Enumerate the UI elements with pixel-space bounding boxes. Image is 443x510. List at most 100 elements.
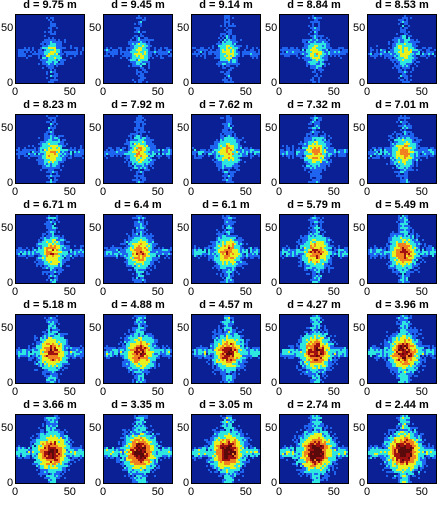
panel-title: d = 6.71 m (23, 199, 77, 211)
x-tick-label: 50 (63, 186, 76, 198)
panel-title: d = 7.62 m (199, 99, 253, 111)
y-tick-label: 50 (89, 122, 102, 135)
x-tick-label: 0 (364, 86, 371, 98)
y-tick-label: 0 (359, 377, 366, 389)
x-tick-label: 0 (12, 386, 19, 398)
x-tick-label: 0 (276, 86, 283, 98)
panel-title: d = 9.45 m (111, 0, 165, 11)
y-tick-label: 50 (265, 422, 278, 435)
x-tick-label: 50 (415, 386, 428, 398)
y-tick-label: 0 (7, 477, 14, 489)
heatmap-image (191, 14, 261, 84)
x-tick-label: 0 (188, 386, 195, 398)
panel-title: d = 5.79 m (287, 199, 341, 211)
panel-title: d = 3.35 m (111, 399, 165, 411)
y-tick-label: 0 (359, 277, 366, 289)
y-tick-label: 50 (89, 322, 102, 335)
y-tick-label: 0 (271, 477, 278, 489)
panel-title: d = 6.4 m (114, 199, 162, 211)
panel-title: d = 5.49 m (375, 199, 429, 211)
x-tick-label: 0 (188, 286, 195, 298)
heatmap-image (103, 414, 173, 484)
heatmap-image (103, 314, 173, 384)
heatmap-image (367, 214, 437, 284)
panel-title: d = 4.57 m (199, 299, 253, 311)
x-tick-label: 50 (415, 486, 428, 498)
y-tick-label: 50 (177, 122, 190, 135)
y-tick-label: 0 (183, 477, 190, 489)
x-tick-label: 50 (151, 386, 164, 398)
panel-title: d = 8.53 m (375, 0, 429, 11)
y-tick-label: 0 (183, 277, 190, 289)
heatmap-image (191, 314, 261, 384)
x-tick-label: 0 (188, 186, 195, 198)
heatmap-image (279, 14, 349, 84)
panel-title: d = 3.96 m (375, 299, 429, 311)
heatmap-image (103, 214, 173, 284)
x-tick-label: 50 (239, 186, 252, 198)
y-tick-label: 0 (7, 377, 14, 389)
y-tick-label: 0 (359, 77, 366, 89)
x-tick-label: 0 (364, 286, 371, 298)
heatmap-image (367, 414, 437, 484)
panel-title: d = 7.32 m (287, 99, 341, 111)
panel-title: d = 9.75 m (23, 0, 77, 11)
y-tick-label: 0 (95, 377, 102, 389)
y-tick-label: 50 (177, 22, 190, 35)
heatmap-image (279, 114, 349, 184)
y-tick-label: 0 (359, 477, 366, 489)
y-tick-label: 0 (7, 77, 14, 89)
y-tick-label: 50 (353, 322, 366, 335)
x-tick-label: 0 (276, 386, 283, 398)
y-tick-label: 50 (353, 422, 366, 435)
y-tick-label: 0 (183, 377, 190, 389)
panel-title: d = 2.44 m (375, 399, 429, 411)
y-tick-label: 50 (265, 122, 278, 135)
x-tick-label: 50 (239, 486, 252, 498)
y-tick-label: 50 (265, 22, 278, 35)
heatmap-image (279, 314, 349, 384)
x-tick-label: 0 (100, 86, 107, 98)
x-tick-label: 0 (100, 386, 107, 398)
x-tick-label: 50 (415, 286, 428, 298)
y-tick-label: 0 (95, 177, 102, 189)
x-tick-label: 0 (276, 286, 283, 298)
x-tick-label: 50 (151, 86, 164, 98)
x-tick-label: 50 (415, 86, 428, 98)
heatmap-image (191, 414, 261, 484)
x-tick-label: 0 (100, 186, 107, 198)
y-tick-label: 50 (1, 22, 14, 35)
x-tick-label: 0 (12, 186, 19, 198)
y-tick-label: 50 (265, 322, 278, 335)
heatmap-image (279, 214, 349, 284)
x-tick-label: 0 (100, 286, 107, 298)
panel-title: d = 4.27 m (287, 299, 341, 311)
x-tick-label: 0 (12, 486, 19, 498)
y-tick-label: 50 (1, 422, 14, 435)
panel-title: d = 8.84 m (287, 0, 341, 11)
heatmap-image (191, 214, 261, 284)
y-tick-label: 50 (89, 422, 102, 435)
x-tick-label: 50 (239, 386, 252, 398)
y-tick-label: 0 (271, 277, 278, 289)
y-tick-label: 50 (1, 322, 14, 335)
y-tick-label: 50 (177, 222, 190, 235)
panel-title: d = 2.74 m (287, 399, 341, 411)
y-tick-label: 50 (265, 222, 278, 235)
panel-title: d = 7.92 m (111, 99, 165, 111)
panel-title: d = 9.14 m (199, 0, 253, 11)
y-tick-label: 50 (89, 22, 102, 35)
x-tick-label: 50 (63, 386, 76, 398)
y-tick-label: 0 (183, 177, 190, 189)
y-tick-label: 50 (353, 222, 366, 235)
panel-title: d = 5.18 m (23, 299, 77, 311)
x-tick-label: 50 (63, 486, 76, 498)
x-tick-label: 50 (327, 486, 340, 498)
x-tick-label: 0 (100, 486, 107, 498)
y-tick-label: 0 (271, 77, 278, 89)
x-tick-label: 50 (415, 186, 428, 198)
x-tick-label: 50 (327, 86, 340, 98)
x-tick-label: 50 (151, 186, 164, 198)
x-tick-label: 0 (12, 86, 19, 98)
x-tick-label: 0 (276, 486, 283, 498)
